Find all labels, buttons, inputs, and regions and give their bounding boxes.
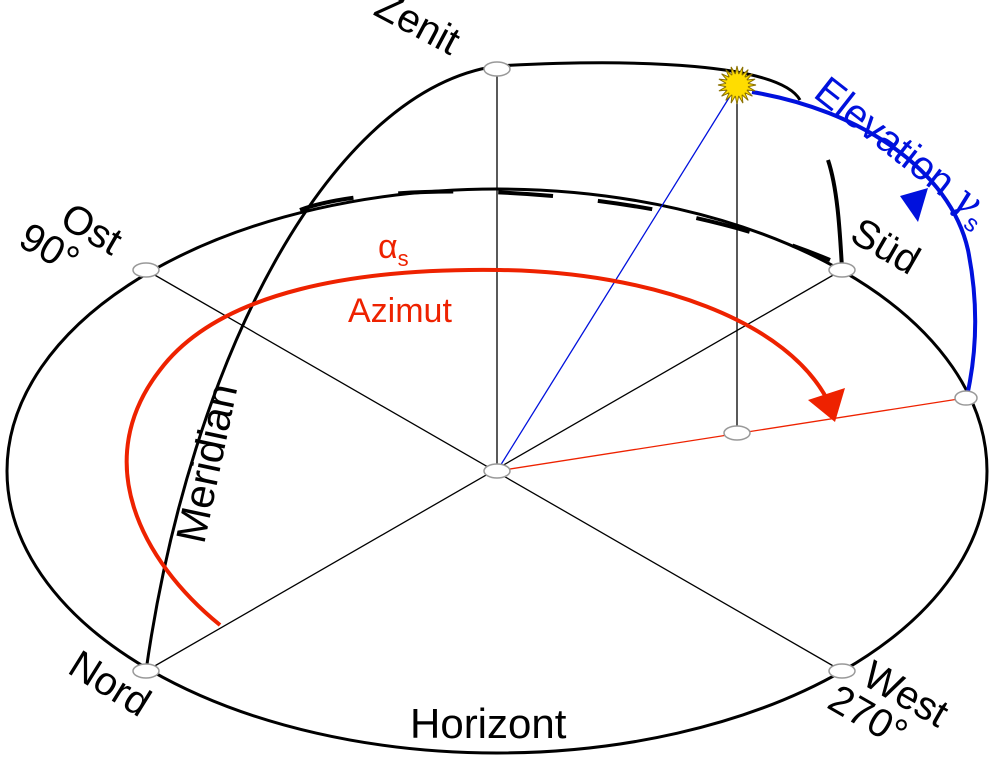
west-label-group: West 270° [821,653,956,756]
zenith-marker [483,61,511,77]
azimuth-subscript: s [398,246,409,271]
azimuth-end-marker [954,390,978,406]
meridian-label: Meridian [167,380,246,547]
elevation-label: Elevationγs [802,68,997,239]
azimuth-symbol: αs [378,228,409,271]
azimuth-label-group: αs Azimut [348,228,452,330]
elevation-label-group: Elevationγs [802,68,997,239]
meridian-arc [144,61,802,672]
elevation-arrowhead [900,188,928,222]
west-marker [828,663,856,679]
azimuth-label: Azimut [348,292,452,330]
north-label: Nord [61,642,158,725]
azimuth-arrowhead [808,388,845,422]
horizon-label: Horizont [410,700,567,747]
north-marker [132,663,160,679]
sun-circle-arc [826,159,844,269]
south-marker [828,262,856,278]
azimuth-arc [124,267,832,627]
east-marker [132,262,160,278]
sun-ray-line [496,84,738,472]
center-marker [483,463,511,479]
sun-foot-marker [723,425,751,441]
zenith-label: Zenit [368,0,467,64]
elevation-arc [751,90,978,397]
south-label: Süd [844,210,928,284]
sphere-back-arc [299,189,831,262]
east-label-group: Ost 90° [12,195,129,283]
sun-icon [717,65,757,105]
